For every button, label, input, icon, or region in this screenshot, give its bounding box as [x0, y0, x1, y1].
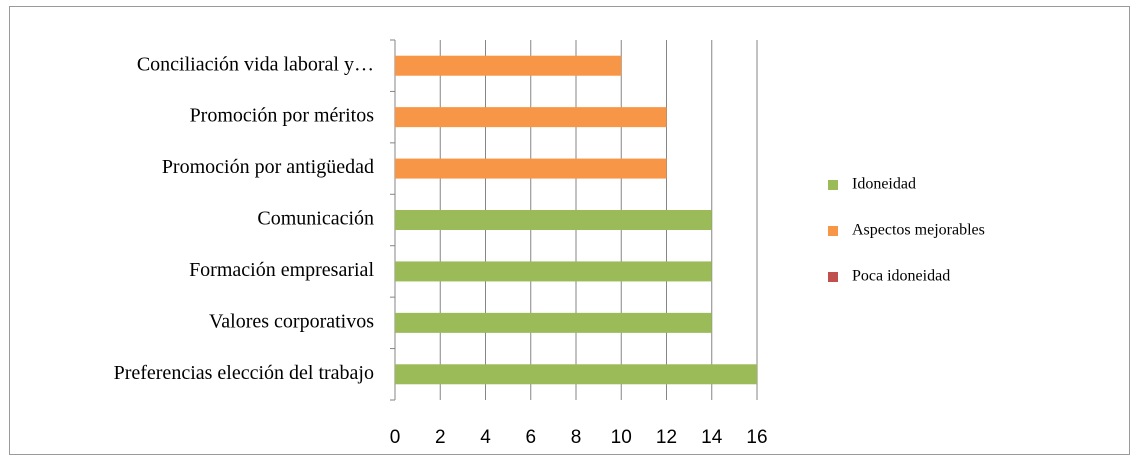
bar	[395, 312, 712, 333]
x-tick-label: 6	[525, 427, 536, 448]
x-tick-label: 0	[390, 427, 401, 448]
x-tick-label: 12	[656, 427, 677, 448]
bar	[395, 210, 712, 230]
category-label: Comunicación	[257, 208, 374, 230]
category-label: Valores corporativos	[209, 310, 374, 332]
category-label: Conciliación vida laboral y…	[137, 53, 374, 75]
bar	[395, 55, 622, 76]
category-label: Promoción por antigüedad	[162, 156, 374, 178]
x-tick-label: 2	[435, 427, 446, 448]
x-tick-label: 14	[701, 427, 723, 448]
legend-swatch	[828, 180, 838, 190]
category-label: Formación empresarial	[189, 259, 374, 281]
category-label: Promoción por méritos	[190, 105, 375, 127]
bar	[395, 158, 667, 179]
legend-swatch	[828, 226, 838, 236]
legend-label: Aspectos mejorables	[852, 222, 985, 239]
x-tick-label: 10	[611, 427, 632, 448]
bar	[395, 261, 712, 282]
legend-label: Idoneidad	[852, 176, 916, 193]
x-tick-label: 4	[480, 427, 491, 448]
legend-label: Poca idoneidad	[852, 268, 950, 285]
legend-swatch	[828, 272, 838, 282]
x-tick-label: 8	[571, 427, 582, 448]
x-tick-label: 16	[746, 427, 767, 448]
bar	[395, 107, 667, 128]
category-label: Preferencias elección del trabajo	[114, 362, 374, 384]
bar	[395, 364, 757, 385]
